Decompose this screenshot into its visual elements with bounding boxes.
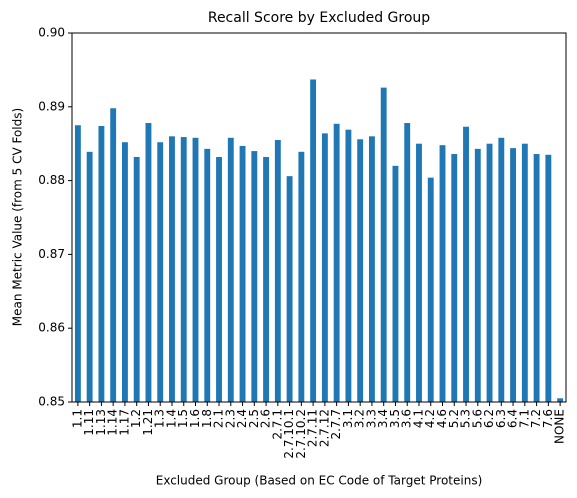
x-tick-label: 6.2 [482,409,496,428]
bar [486,143,493,402]
bar [180,137,187,403]
x-tick-label: 3.2 [353,409,367,428]
x-tick-label: 1.8 [200,409,214,428]
bar [557,398,564,402]
bar [392,165,399,402]
x-tick-label: 3.6 [400,409,414,428]
bar [498,137,505,402]
x-tick-label: 1.17 [117,409,131,436]
bar [368,136,375,402]
x-tick-label: 5.3 [459,409,473,428]
x-tick-label: 4.1 [411,409,425,428]
bar [427,177,434,402]
x-tick-label: 7.1 [517,409,531,428]
bar [510,148,517,402]
y-tick-label: 0.88 [38,173,65,187]
x-tick-label: 2.7.1 [270,409,284,440]
bar [263,156,270,402]
bar [321,133,328,403]
bar [121,142,128,402]
bar [533,154,540,402]
bar [380,87,387,402]
x-tick-label: 2.4 [235,409,249,428]
x-tick-label: 6.4 [506,409,520,428]
x-tick-label: 1.11 [82,409,96,436]
y-tick-label: 0.87 [38,247,65,261]
bar [345,129,352,403]
bar [416,143,422,402]
y-tick-label: 0.89 [38,99,65,113]
bar [474,148,481,402]
bar [333,123,340,403]
bar [286,176,293,402]
bar [227,137,234,402]
x-tick-label: 2.6 [259,409,273,428]
bar [133,156,140,402]
bar [357,139,364,402]
x-tick-label: 3.4 [376,409,390,428]
chart-title: Recall Score by Excluded Group [208,10,430,26]
bar [192,137,199,402]
bar [239,145,246,402]
x-tick-label: 1.21 [141,409,155,436]
x-tick-label: 1.14 [106,409,120,436]
bar [451,154,458,402]
x-tick-label: 1.3 [153,409,167,428]
x-tick-label: 5.6 [470,409,484,428]
bar [204,148,211,402]
x-tick-label: 1.5 [176,409,190,428]
bar [216,156,222,402]
bar [169,136,175,402]
x-tick-label: 1.6 [188,409,202,428]
x-tick-label: 2.7.11 [306,409,320,447]
x-tick-label: 5.2 [447,409,461,428]
bar [274,140,281,402]
x-tick-label: 2.1 [212,409,226,428]
bar [404,123,411,402]
bar [86,151,93,402]
x-tick-label: 1.13 [94,409,108,436]
y-tick-label: 0.85 [38,395,65,409]
x-tick-label: 3.5 [388,409,402,428]
x-tick-label: NONE [553,409,567,444]
x-tick-label: 4.2 [423,409,437,428]
x-tick-label: 7.2 [529,409,543,428]
y-tick-label: 0.90 [38,26,65,40]
bar [310,79,317,402]
bar [157,142,164,402]
x-tick-label: 2.3 [223,409,237,428]
bar [110,108,117,402]
x-tick-label: 4.6 [435,409,449,428]
bar [463,126,469,402]
x-tick-label: 2.7.12 [317,409,331,447]
bar [98,125,105,402]
x-tick-label: 2.7.10.1 [282,409,296,459]
plot-frame [71,32,567,403]
x-tick-label: 6.3 [494,409,508,428]
x-tick-label: 1.2 [129,409,143,428]
bar [298,151,305,402]
x-tick-label: 2.7.7 [329,409,343,440]
bar [545,154,552,402]
y-axis-label: Mean Metric Value (from 5 CV Folds) [11,108,25,326]
bar [74,125,81,402]
bar [145,123,152,402]
x-tick-label: 2.5 [247,409,261,428]
x-tick-label: 2.7.10.2 [294,409,308,459]
x-tick-label: 7.6 [541,409,555,428]
bar [521,143,528,402]
x-tick-label: 3.1 [341,409,355,428]
x-axis-label: Excluded Group (Based on EC Code of Targ… [156,474,483,488]
x-tick-label: 1.1 [70,409,84,428]
x-tick-label: 3.3 [364,409,378,428]
y-tick-label: 0.86 [38,321,65,335]
x-tick-label: 1.4 [164,409,178,428]
bar [439,145,446,402]
bar [251,151,258,402]
